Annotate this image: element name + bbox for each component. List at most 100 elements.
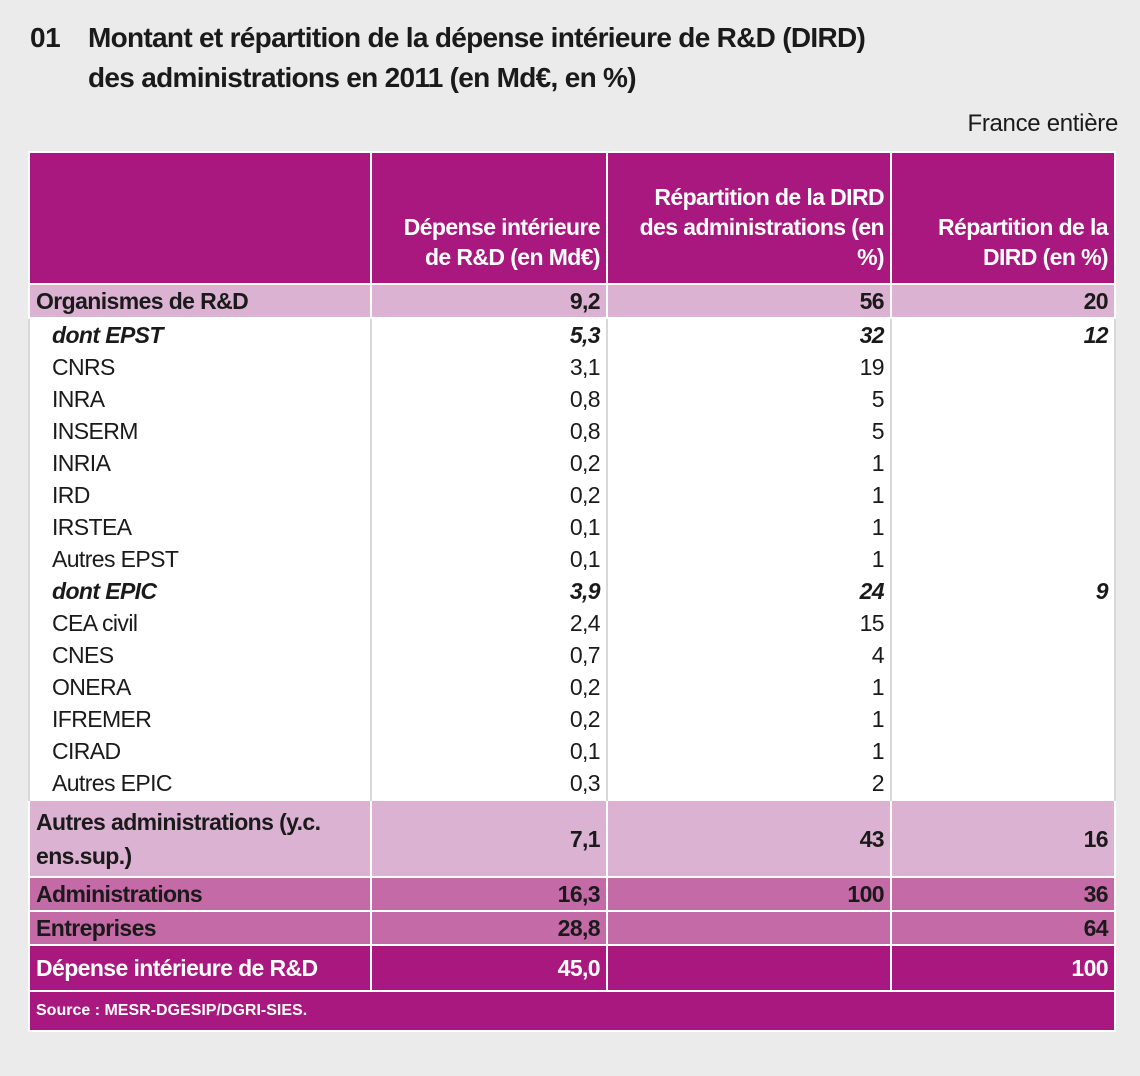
header-row: Dépense intérieure de R&D (en Md€) Répart…: [28, 151, 1116, 285]
value-cell: 7,1: [370, 799, 608, 878]
value-cell: 1: [606, 703, 892, 735]
value-cell: 3,1: [370, 351, 608, 383]
row-label: Dépense intérieure de R&D: [28, 944, 372, 992]
table-row: ONERA 0,2 1: [28, 671, 1116, 703]
value-cell: 5: [606, 415, 892, 447]
table-row: CNES 0,7 4: [28, 639, 1116, 671]
table-row: CIRAD 0,1 1: [28, 735, 1116, 767]
value-cell: 20: [890, 283, 1116, 319]
source-row: Source : MESR-DGESIP/DGRI-SIES.: [28, 990, 1116, 1032]
table-row: Autres EPIC 0,3 2: [28, 767, 1116, 800]
row-label: INSERM: [28, 415, 372, 447]
value-cell: [890, 639, 1116, 671]
value-cell: 56: [606, 283, 892, 319]
row-label: Autres EPST: [28, 543, 372, 575]
value-cell: 9: [890, 575, 1116, 607]
table: Dépense intérieure de R&D (en Md€) Répart…: [28, 151, 1116, 1032]
value-cell: 15: [606, 607, 892, 639]
value-cell: 24: [606, 575, 892, 607]
value-cell: 12: [890, 318, 1116, 351]
title-line: Montant et répartition de la dépense int…: [88, 22, 866, 53]
value-cell: 0,8: [370, 415, 608, 447]
header-cell: Répartition de la DIRD des administratio…: [606, 151, 892, 285]
row-label: dont EPST: [28, 318, 372, 351]
row-label: IRD: [28, 479, 372, 511]
table-row: Autres EPST 0,1 1: [28, 543, 1116, 575]
value-cell: 16: [890, 799, 1116, 878]
row-label: Autres administrations (y.c. ens.sup.): [28, 799, 372, 878]
value-cell: 1: [606, 735, 892, 767]
row-label: Administrations: [28, 876, 372, 912]
value-cell: [890, 671, 1116, 703]
value-cell: 9,2: [370, 283, 608, 319]
figure-number: 01: [30, 22, 61, 53]
table-row: Dépense intérieure de R&D 45,0 100: [28, 944, 1116, 992]
value-cell: 100: [890, 944, 1116, 992]
table-row: Entreprises 28,8 64: [28, 910, 1116, 946]
value-cell: 1: [606, 543, 892, 575]
value-cell: 43: [606, 799, 892, 878]
row-label: Organismes de R&D: [28, 283, 372, 319]
value-cell: 0,1: [370, 543, 608, 575]
table-row: Organismes de R&D 9,2 56 20: [28, 283, 1116, 319]
value-cell: 0,1: [370, 511, 608, 543]
value-cell: [890, 735, 1116, 767]
value-cell: [890, 383, 1116, 415]
table-row: Autres administrations (y.c. ens.sup.) 7,…: [28, 799, 1116, 878]
value-cell: 0,2: [370, 447, 608, 479]
header-cell: [28, 151, 372, 285]
table-row: INSERM 0,8 5: [28, 415, 1116, 447]
scope: France entière: [967, 110, 1118, 137]
table-row: IRD 0,2 1: [28, 479, 1116, 511]
header-cell: Répartition de la DIRD (en %): [890, 151, 1116, 285]
row-label: CNRS: [28, 351, 372, 383]
title-line: des administrations en 2011 (en Md€, en …: [88, 62, 637, 93]
value-cell: 0,8: [370, 383, 608, 415]
row-label: dont EPIC: [28, 575, 372, 607]
row-label: IRSTEA: [28, 511, 372, 543]
value-cell: [890, 543, 1116, 575]
value-cell: 4: [606, 639, 892, 671]
value-cell: 1: [606, 479, 892, 511]
value-cell: [890, 415, 1116, 447]
value-cell: 5,3: [370, 318, 608, 351]
value-cell: 1: [606, 447, 892, 479]
value-cell: [890, 511, 1116, 543]
row-label: CIRAD: [28, 735, 372, 767]
table-row: dont EPIC 3,9 24 9: [28, 575, 1116, 607]
value-cell: 0,2: [370, 703, 608, 735]
row-label: ONERA: [28, 671, 372, 703]
value-cell: 5: [606, 383, 892, 415]
value-cell: 2,4: [370, 607, 608, 639]
row-label: INRA: [28, 383, 372, 415]
table-row: Administrations 16,3 100 36: [28, 876, 1116, 912]
value-cell: 19: [606, 351, 892, 383]
value-cell: [890, 767, 1116, 800]
value-cell: 36: [890, 876, 1116, 912]
value-cell: [890, 703, 1116, 735]
table-row: INRIA 0,2 1: [28, 447, 1116, 479]
table-row: IRSTEA 0,1 1: [28, 511, 1116, 543]
value-cell: 45,0: [370, 944, 608, 992]
value-cell: 1: [606, 511, 892, 543]
value-cell: 16,3: [370, 876, 608, 912]
row-label: Entreprises: [28, 910, 372, 946]
value-cell: 28,8: [370, 910, 608, 946]
table-row: dont EPST 5,3 32 12: [28, 318, 1116, 351]
value-cell: 0,7: [370, 639, 608, 671]
value-cell: [606, 944, 892, 992]
value-cell: 64: [890, 910, 1116, 946]
value-cell: [890, 607, 1116, 639]
value-cell: [890, 351, 1116, 383]
value-cell: [606, 910, 892, 946]
value-cell: 0,2: [370, 671, 608, 703]
table-row: CNRS 3,1 19: [28, 351, 1116, 383]
value-cell: 32: [606, 318, 892, 351]
row-label: Autres EPIC: [28, 767, 372, 800]
value-cell: 100: [606, 876, 892, 912]
value-cell: [890, 447, 1116, 479]
header-cell: Dépense intérieure de R&D (en Md€): [370, 151, 608, 285]
table-row: CEA civil 2,4 15: [28, 607, 1116, 639]
table-row: INRA 0,8 5: [28, 383, 1116, 415]
